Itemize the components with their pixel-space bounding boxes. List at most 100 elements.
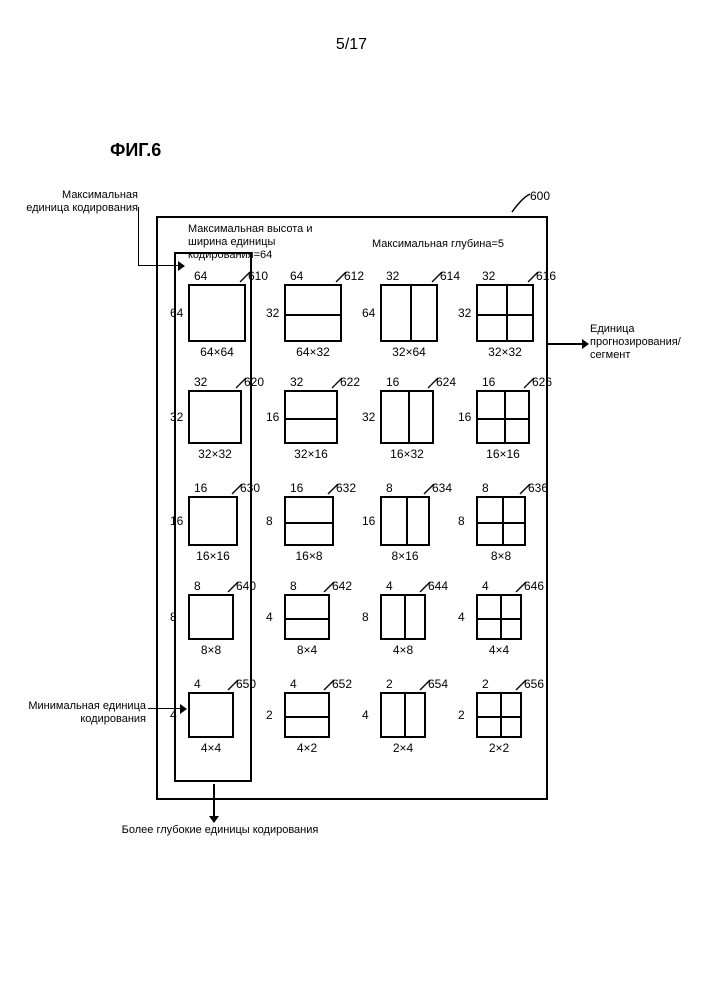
cu-h-654: 4 (362, 709, 369, 721)
cu-lead-620 (234, 376, 248, 390)
cu-lead-626 (522, 376, 536, 390)
arrow-min-cu (180, 704, 187, 714)
cu-w-654: 2 (386, 678, 393, 690)
cu-dim-622: 32×16 (284, 448, 338, 460)
cu-lead-650 (226, 678, 240, 692)
cu-h-646: 4 (458, 611, 465, 623)
cu-lead-640 (226, 580, 240, 594)
cu-h-622: 16 (266, 411, 279, 423)
cu-h-656: 2 (458, 709, 465, 721)
cu-box-620 (188, 390, 242, 444)
page-number: 5/17 (0, 36, 703, 54)
cu-h-634: 16 (362, 515, 375, 527)
cu-box-632 (284, 496, 334, 546)
cu-h-614: 64 (362, 307, 375, 319)
cu-lead-656 (514, 678, 528, 692)
cu-dim-654: 2×4 (380, 742, 426, 754)
cu-h-626: 16 (458, 411, 471, 423)
cu-lead-634 (422, 482, 436, 496)
cu-w-656: 2 (482, 678, 489, 690)
cu-w-622: 32 (290, 376, 303, 388)
figure-label: ФИГ.6 (110, 140, 161, 161)
cu-lead-652 (322, 678, 336, 692)
cu-lead-642 (322, 580, 336, 594)
cu-box-630 (188, 496, 238, 546)
cu-dim-636: 8×8 (476, 550, 526, 562)
cu-w-626: 16 (482, 376, 495, 388)
cu-w-632: 16 (290, 482, 303, 494)
cu-dim-612: 64×32 (284, 346, 342, 358)
cu-w-610: 64 (194, 270, 207, 282)
cu-w-616: 32 (482, 270, 495, 282)
label-pred-seg: Единица прогнозирования/ сегмент (590, 323, 700, 363)
cu-lead-644 (418, 580, 432, 594)
cu-dim-620: 32×32 (188, 448, 242, 460)
cu-h-632: 8 (266, 515, 273, 527)
cu-lead-622 (330, 376, 344, 390)
cu-w-612: 64 (290, 270, 303, 282)
cu-lead-612 (334, 270, 348, 284)
lead-600 (510, 192, 536, 214)
cu-box-652 (284, 692, 330, 738)
cu-box-644 (380, 594, 426, 640)
cu-lead-614 (430, 270, 444, 284)
arrow-pred-seg (546, 343, 582, 345)
cu-lead-632 (326, 482, 340, 496)
cu-box-636 (476, 496, 526, 546)
cu-w-634: 8 (386, 482, 393, 494)
cu-lead-616 (526, 270, 540, 284)
label-max-depth: Максимальная глубина=5 (372, 238, 504, 251)
cu-w-650: 4 (194, 678, 201, 690)
arrow-deeper (213, 784, 215, 816)
cu-box-610 (188, 284, 246, 342)
cu-box-626 (476, 390, 530, 444)
cu-dim-642: 8×4 (284, 644, 330, 656)
cu-w-642: 8 (290, 580, 297, 592)
lead-max-cu-v (138, 207, 139, 265)
cu-h-644: 8 (362, 611, 369, 623)
cu-lead-654 (418, 678, 432, 692)
cu-box-612 (284, 284, 342, 342)
cu-dim-610: 64×64 (188, 346, 246, 358)
cu-dim-656: 2×2 (476, 742, 522, 754)
cu-h-610: 64 (170, 307, 183, 319)
cu-lead-636 (518, 482, 532, 496)
label-max-hw: Максимальная высота и ширина единицы код… (188, 223, 348, 263)
cu-w-620: 32 (194, 376, 207, 388)
cu-dim-644: 4×8 (380, 644, 426, 656)
label-max-cu: Максимальная единица кодирования (6, 189, 138, 215)
cu-dim-640: 8×8 (188, 644, 234, 656)
cu-box-614 (380, 284, 438, 342)
arrow-max-cu (178, 261, 185, 271)
cu-w-636: 8 (482, 482, 489, 494)
cu-box-650 (188, 692, 234, 738)
cu-dim-652: 4×2 (284, 742, 330, 754)
cu-box-616 (476, 284, 534, 342)
cu-h-612: 32 (266, 307, 279, 319)
cu-h-650: 4 (170, 709, 177, 721)
cu-box-640 (188, 594, 234, 640)
cu-dim-634: 8×16 (380, 550, 430, 562)
label-deeper: Более глубокие единицы кодирования (120, 824, 320, 837)
cu-lead-624 (426, 376, 440, 390)
cu-h-652: 2 (266, 709, 273, 721)
lead-max-cu-h (138, 265, 178, 266)
cu-dim-630: 16×16 (188, 550, 238, 562)
cu-dim-626: 16×16 (476, 448, 530, 460)
cu-h-642: 4 (266, 611, 273, 623)
cu-w-644: 4 (386, 580, 393, 592)
cu-lead-610 (238, 270, 252, 284)
cu-box-642 (284, 594, 330, 640)
label-min-cu: Минимальная единица кодирования (6, 700, 146, 726)
cu-h-640: 8 (170, 611, 177, 623)
cu-dim-616: 32×32 (476, 346, 534, 358)
cu-w-624: 16 (386, 376, 399, 388)
cu-lead-630 (230, 482, 244, 496)
cu-dim-614: 32×64 (380, 346, 438, 358)
cu-h-620: 32 (170, 411, 183, 423)
cu-box-646 (476, 594, 522, 640)
cu-box-624 (380, 390, 434, 444)
cu-dim-632: 16×8 (284, 550, 334, 562)
cu-w-646: 4 (482, 580, 489, 592)
cu-lead-646 (514, 580, 528, 594)
